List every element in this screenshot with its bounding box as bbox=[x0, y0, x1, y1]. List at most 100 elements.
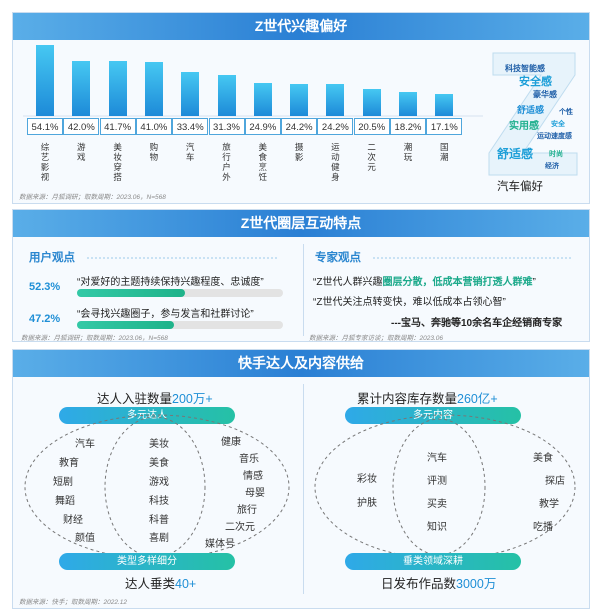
category-label: 运动健身 bbox=[331, 142, 340, 182]
bar-7 bbox=[253, 83, 272, 116]
vertical-divider bbox=[303, 244, 304, 336]
bar-11 bbox=[399, 92, 417, 116]
data-source: 数据来源：快手；取数周期：2022.12 bbox=[19, 599, 127, 606]
creator-tag: 母婴 bbox=[245, 488, 265, 499]
creator-tag: 媒体号 bbox=[205, 539, 235, 550]
bar-value-label: 24.2% bbox=[281, 118, 318, 135]
vertical-divider bbox=[303, 384, 304, 594]
content-tag: 吃播 bbox=[533, 522, 553, 533]
quote-highlight: 圈层分散，低成本营销打透人群难 bbox=[382, 277, 533, 288]
creator-tag: 情感 bbox=[243, 471, 263, 482]
percentage-bar-fill bbox=[77, 289, 185, 297]
bar-value-label: 18.2% bbox=[390, 118, 426, 135]
wordcloud-word: 舒适感 bbox=[517, 105, 545, 115]
creator-tag: 教育 bbox=[59, 458, 79, 469]
creator-tag: 二次元 bbox=[225, 522, 255, 533]
dotted-divider bbox=[373, 257, 573, 259]
category-label: 国潮 bbox=[440, 142, 449, 162]
bar-value-label: 41.7% bbox=[99, 118, 136, 135]
wordcloud-word: 个性 bbox=[559, 109, 573, 116]
bar-value-label: 41.0% bbox=[135, 118, 172, 135]
heading-value: 200万+ bbox=[172, 392, 213, 406]
bar-value-label: 24.2% bbox=[317, 118, 354, 135]
bar-value-label: 20.5% bbox=[353, 118, 390, 135]
creator-tag: 音乐 bbox=[239, 454, 259, 465]
creator-supply-section: 达人入驻数量200万+ 多元达人 汽车 教育 短剧 舞蹈 财经 颜值 美妆 美食… bbox=[13, 377, 301, 597]
creator-content-panel: 快手达人及内容供给 达人入驻数量200万+ 多元达人 汽车 教育 短剧 舞蹈 财… bbox=[12, 349, 590, 609]
user-view-item: 47.2% “会寻找兴趣圈子，参与发言和社群讨论” bbox=[13, 303, 301, 333]
creator-categories-pill: 类型多样细分 bbox=[59, 553, 235, 570]
panel-title: Z世代圈层互动特点 bbox=[13, 210, 589, 237]
heading-value: 3000万 bbox=[456, 577, 497, 591]
interest-bar-chart bbox=[23, 115, 483, 117]
bar-value-label: 42.0% bbox=[63, 118, 100, 135]
category-label: 潮玩 bbox=[403, 142, 413, 162]
quote-suffix: ” bbox=[532, 277, 536, 288]
heading-label: 日发布作品数 bbox=[381, 577, 457, 591]
creator-tag: 短剧 bbox=[53, 477, 73, 488]
wordcloud-word: 舒适感 bbox=[497, 147, 534, 161]
percentage-bar bbox=[77, 289, 283, 297]
daily-posts-heading: 日发布作品数3000万 bbox=[381, 573, 496, 592]
bar-3 bbox=[108, 61, 127, 116]
bar-value-label: 31.3% bbox=[208, 118, 245, 135]
creator-tag: 财经 bbox=[63, 515, 83, 526]
wordcloud-caption: 汽车偏好 bbox=[497, 181, 543, 193]
category-label: 二次元 bbox=[367, 142, 376, 172]
bar-8 bbox=[290, 84, 309, 116]
content-tag: 护肤 bbox=[357, 498, 377, 509]
expert-signature: ---宝马、奔驰等10余名车企经销商专家 bbox=[391, 318, 563, 329]
content-tag: 评测 bbox=[427, 476, 447, 487]
content-tag: 彩妆 bbox=[357, 474, 377, 485]
data-source: 数据来源：月狐调研；取数周期：2023.06，N=568 bbox=[19, 194, 166, 201]
creator-tag: 旅行 bbox=[237, 505, 257, 516]
bar-6 bbox=[217, 74, 236, 116]
bar-4 bbox=[144, 62, 163, 116]
content-tag: 知识 bbox=[427, 522, 447, 533]
creator-tag: 喜剧 bbox=[149, 533, 169, 544]
wordcloud-word: 运动速度感 bbox=[537, 133, 572, 140]
category-label: 购物 bbox=[149, 142, 159, 162]
data-source: 数据来源：月狐专家访谈；取数周期：2023.06 bbox=[309, 335, 443, 342]
content-tag: 探店 bbox=[545, 476, 565, 487]
bar-2 bbox=[72, 60, 91, 116]
content-tag: 美食 bbox=[533, 453, 553, 464]
category-label: 综艺影视 bbox=[40, 142, 50, 182]
bar-12 bbox=[435, 93, 454, 116]
heading-value: 40+ bbox=[175, 577, 197, 591]
percentage-value: 47.2% bbox=[29, 313, 61, 325]
creator-verticals-heading: 达人垂类40+ bbox=[125, 573, 196, 592]
diverse-content-pill: 多元内容 bbox=[345, 407, 521, 424]
expert-view-title: 专家观点 bbox=[315, 252, 361, 264]
dotted-divider bbox=[87, 257, 277, 259]
user-view-title: 用户观点 bbox=[29, 252, 75, 264]
data-source: 数据来源：月狐调研；取数周期：2023.06，N=568 bbox=[21, 335, 168, 342]
wordcloud-word: 安全 bbox=[551, 121, 565, 128]
heading-value: 260亿+ bbox=[457, 392, 498, 406]
bar-value-label: 33.4% bbox=[172, 118, 209, 135]
user-view-item: 52.3% “对爱好的主题持续保持兴趣程度、忠诚度” bbox=[13, 271, 301, 301]
user-view-section: 用户观点 52.3% “对爱好的主题持续保持兴趣程度、忠诚度” 47.2% “会… bbox=[13, 237, 301, 342]
wordcloud-word: 安全感 bbox=[519, 76, 552, 88]
wordcloud-word: 时尚 bbox=[549, 151, 563, 158]
creator-tag: 科技 bbox=[149, 496, 169, 507]
content-supply-section: 累计内容库存数量260亿+ 多元内容 彩妆 护肤 汽车 评测 买卖 知识 美食 … bbox=[305, 377, 589, 597]
interest-preference-panel: Z世代兴趣偏好 54.1% 综艺影视 42.0% 游戏 41.7% 美妆穿搭 41.0% 购物… bbox=[12, 12, 590, 204]
creator-tag: 科普 bbox=[149, 515, 169, 526]
percentage-value: 52.3% bbox=[29, 281, 61, 293]
bar-10 bbox=[362, 89, 381, 116]
circle-interaction-panel: Z世代圈层互动特点 用户观点 52.3% “对爱好的主题持续保持兴趣程度、忠诚度… bbox=[12, 209, 590, 342]
creator-tag: 美妆 bbox=[149, 439, 169, 450]
creator-count-heading: 达人入驻数量200万+ bbox=[97, 388, 213, 407]
heading-label: 达人入驻数量 bbox=[97, 392, 173, 406]
vertical-fields-pill: 垂类领域深耕 bbox=[345, 553, 521, 570]
content-tag: 汽车 bbox=[427, 453, 447, 464]
content-tag: 教学 bbox=[539, 499, 559, 510]
bar-value-label: 54.1% bbox=[27, 118, 63, 135]
quote-text: “对爱好的主题持续保持兴趣程度、忠诚度” bbox=[77, 277, 264, 288]
creator-tag: 颜值 bbox=[75, 533, 95, 544]
wordcloud-word: 实用感 bbox=[509, 121, 539, 132]
expert-quote-2: “Z世代关注点转变快，难以低成本占领心智” bbox=[313, 297, 506, 308]
quote-prefix: “Z世代人群兴趣 bbox=[313, 277, 383, 288]
panel-title: Z世代兴趣偏好 bbox=[13, 13, 589, 40]
